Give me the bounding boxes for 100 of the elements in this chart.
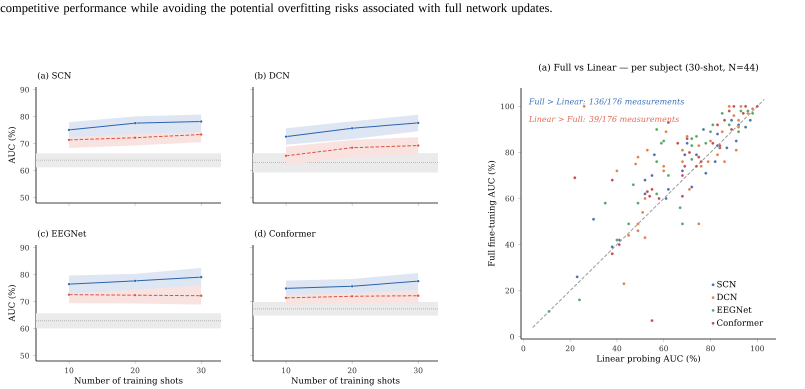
chart-title: (b) DCN xyxy=(254,72,290,80)
point xyxy=(610,252,614,256)
point xyxy=(643,236,647,240)
point xyxy=(711,142,714,146)
point xyxy=(643,192,647,196)
point xyxy=(578,298,582,302)
point xyxy=(680,194,684,198)
point xyxy=(734,139,738,143)
point xyxy=(618,243,621,246)
point xyxy=(690,186,694,189)
point xyxy=(700,164,703,168)
point xyxy=(697,222,700,226)
point xyxy=(744,104,748,108)
chart-title: (a) Full vs Linear — per subject (30-shot, N=44) xyxy=(538,64,758,73)
point xyxy=(68,293,70,296)
point xyxy=(650,188,654,192)
point xyxy=(694,134,698,138)
point xyxy=(685,137,689,140)
point xyxy=(134,136,137,140)
point xyxy=(676,142,680,146)
y-axis-title: AUC (%) xyxy=(8,285,16,322)
point xyxy=(636,222,640,226)
x-axis-title: Number of training shots xyxy=(74,377,183,386)
point xyxy=(627,234,630,238)
point xyxy=(690,158,694,162)
point xyxy=(662,139,666,143)
point xyxy=(350,294,354,298)
point xyxy=(690,144,694,148)
legend-label: DCN xyxy=(717,294,737,300)
point xyxy=(725,146,729,150)
point xyxy=(68,282,70,286)
point xyxy=(284,296,288,300)
point xyxy=(652,153,656,157)
point xyxy=(632,183,635,186)
point xyxy=(683,164,686,168)
point xyxy=(134,122,137,125)
point xyxy=(666,188,670,192)
point xyxy=(610,245,614,249)
point xyxy=(622,282,626,286)
point xyxy=(728,104,731,108)
legend-label: Conformer xyxy=(717,319,764,326)
point xyxy=(646,148,649,152)
point xyxy=(660,142,663,146)
point xyxy=(664,130,668,134)
point xyxy=(610,178,614,182)
y-axis-title: AUC (%) xyxy=(8,127,16,164)
point xyxy=(730,118,734,122)
point xyxy=(716,123,720,127)
point xyxy=(750,107,754,110)
point xyxy=(746,112,750,116)
point xyxy=(350,126,354,130)
point xyxy=(706,160,710,164)
point xyxy=(643,178,647,182)
point xyxy=(634,162,638,166)
x-axis-title: Linear probing AUC (%) xyxy=(596,355,700,364)
point xyxy=(615,238,619,242)
legend-label: SCN xyxy=(717,281,736,288)
point xyxy=(694,164,698,168)
point xyxy=(748,118,752,122)
x-axis-title: Number of training shots xyxy=(291,377,400,386)
point xyxy=(722,160,726,164)
point xyxy=(664,197,668,200)
point xyxy=(718,146,722,150)
point xyxy=(716,153,720,157)
point xyxy=(662,169,666,173)
point xyxy=(350,284,354,288)
point xyxy=(604,202,607,205)
point xyxy=(641,210,644,214)
point xyxy=(739,104,743,108)
point xyxy=(416,144,420,148)
point xyxy=(685,142,689,146)
point xyxy=(688,188,692,192)
point xyxy=(700,160,703,164)
point xyxy=(662,164,666,168)
point xyxy=(739,110,743,113)
point xyxy=(416,294,420,298)
point xyxy=(655,160,658,164)
point xyxy=(746,110,750,113)
point xyxy=(547,310,551,314)
point xyxy=(200,276,203,279)
point xyxy=(618,238,621,242)
point xyxy=(697,144,700,148)
point xyxy=(704,172,708,175)
point xyxy=(728,123,731,127)
point xyxy=(716,144,720,148)
point xyxy=(750,112,754,116)
point xyxy=(582,104,586,108)
point xyxy=(678,206,682,210)
point xyxy=(730,128,734,132)
point xyxy=(711,123,714,127)
point xyxy=(680,169,684,173)
point xyxy=(714,160,717,164)
point xyxy=(697,156,700,159)
point xyxy=(732,104,736,108)
point xyxy=(666,174,670,178)
legend-label: EEGNet xyxy=(717,306,752,314)
point xyxy=(722,118,726,122)
point xyxy=(720,112,724,116)
point xyxy=(134,294,137,297)
point xyxy=(742,112,745,116)
